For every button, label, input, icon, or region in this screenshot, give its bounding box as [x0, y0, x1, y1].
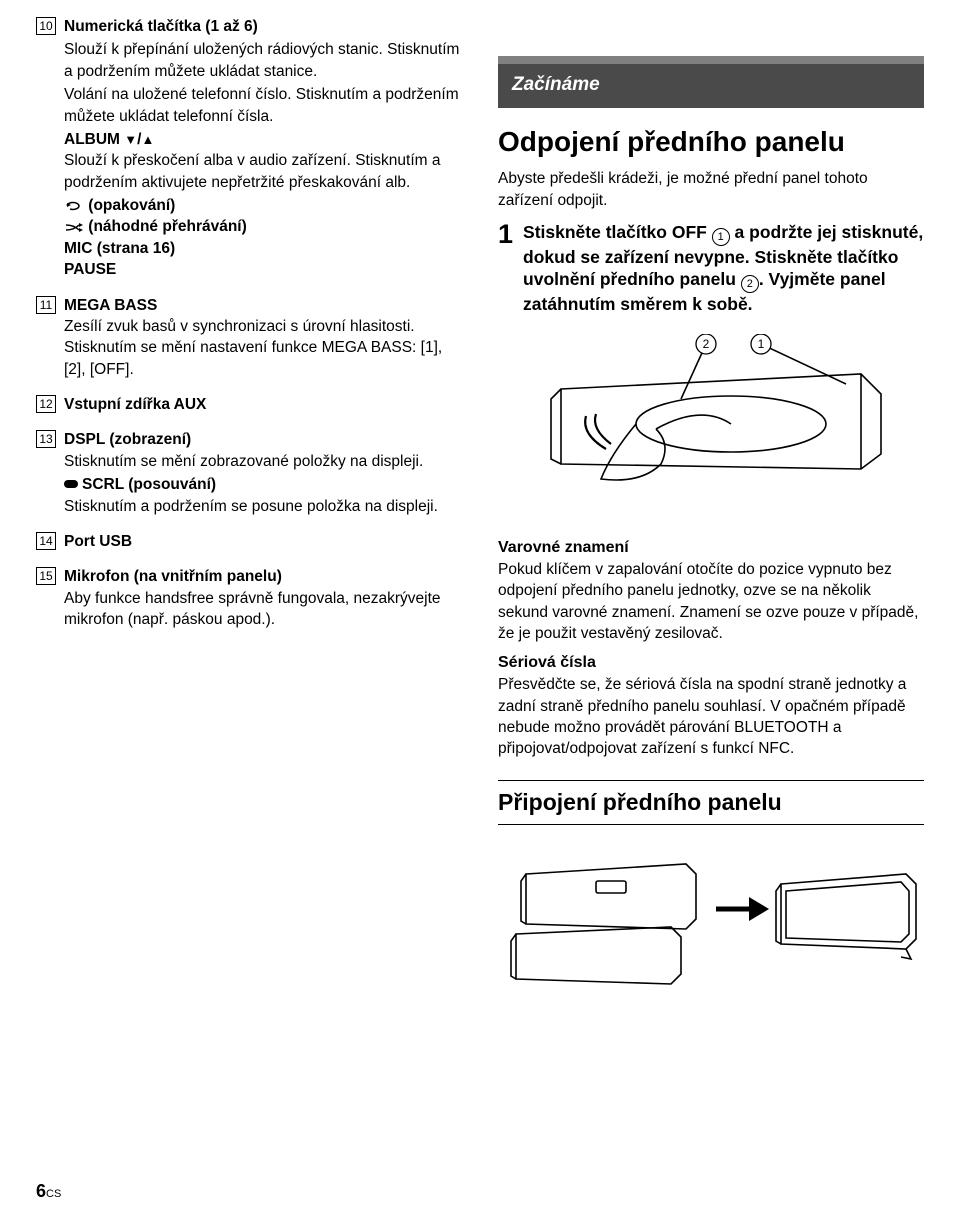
callout-2: 2 — [741, 275, 759, 293]
entry-10: 10 Numerická tlačítka (1 až 6) Slouží k … — [36, 16, 462, 281]
attach-diagram — [498, 839, 924, 999]
entry-13-scrl-desc: Stisknutím a podržením se posune položka… — [64, 496, 462, 517]
refnum-14: 14 — [36, 532, 56, 550]
entry-10-repeat: (opakování) — [64, 195, 462, 216]
page-number: 6CS — [36, 1181, 61, 1202]
entry-14-title: Port USB — [64, 533, 132, 550]
refnum-10: 10 — [36, 17, 56, 35]
serial-heading: Sériová čísla — [498, 654, 924, 672]
heading-attach: Připojení předního panelu — [498, 780, 924, 825]
entry-10-shuffle: (náhodné přehrávání) — [64, 216, 462, 237]
step-text: Stiskněte tlačítko OFF 1 a podržte jej s… — [523, 221, 924, 316]
entry-11: 11 MEGA BASS Zesílí zvuk basů v synchron… — [36, 295, 462, 381]
entry-10-title: Numerická tlačítka (1 až 6) — [64, 18, 258, 35]
entry-15-desc: Aby funkce handsfree správně fungovala, … — [64, 588, 462, 631]
entry-10-p2: Volání na uložené telefonní číslo. Stisk… — [64, 84, 462, 127]
step-1: 1 Stiskněte tlačítko OFF 1 a podržte jej… — [498, 221, 924, 316]
entry-13-title: DSPL (zobrazení) — [64, 431, 191, 448]
serial-text: Přesvědčte se, že sériová čísla na spodn… — [498, 674, 924, 760]
entry-13: 13 DSPL (zobrazení) Stisknutím se mění z… — [36, 429, 462, 517]
refnum-15: 15 — [36, 567, 56, 585]
entry-10-album-desc: Slouží k přeskočení alba v audio zařízen… — [64, 150, 462, 193]
entry-10-p1: Slouží k přepínání uložených rádiových s… — [64, 39, 462, 82]
diagram-callout-2: 2 — [703, 337, 710, 351]
entry-10-pause: PAUSE — [64, 259, 462, 280]
entry-11-title: MEGA BASS — [64, 297, 157, 314]
entry-10-album: ALBUM ▼/▲ — [64, 129, 462, 150]
detach-diagram: 2 1 — [498, 334, 924, 504]
entry-13-scrl: SCRL (posouvání) — [64, 474, 462, 495]
entry-14: 14 Port USB — [36, 531, 462, 552]
section-tab: Začínáme — [498, 56, 924, 108]
warning-heading: Varovné znamení — [498, 539, 924, 557]
heading-detach: Odpojení předního panelu — [498, 126, 924, 158]
diagram-callout-1: 1 — [758, 337, 765, 351]
entry-10-mic: MIC (strana 16) — [64, 238, 462, 259]
entry-11-desc: Zesílí zvuk basů v synchronizaci s úrovn… — [64, 316, 462, 380]
refnum-13: 13 — [36, 430, 56, 448]
intro-text: Abyste předešli krádeži, je možné přední… — [498, 168, 924, 211]
step-number: 1 — [498, 221, 513, 316]
entry-15: 15 Mikrofon (na vnitřním panelu) Aby fun… — [36, 566, 462, 630]
entry-13-desc: Stisknutím se mění zobrazované položky n… — [64, 451, 462, 472]
right-column: Začínáme Odpojení předního panelu Abyste… — [498, 16, 924, 1004]
left-column: 10 Numerická tlačítka (1 až 6) Slouží k … — [36, 16, 462, 1004]
scrl-bullet-icon — [64, 480, 78, 488]
entry-15-title: Mikrofon (na vnitřním panelu) — [64, 568, 282, 585]
refnum-11: 11 — [36, 296, 56, 314]
shuffle-icon — [64, 221, 84, 234]
entry-12-title: Vstupní zdířka AUX — [64, 396, 206, 413]
warning-text: Pokud klíčem v zapalování otočíte do poz… — [498, 559, 924, 645]
entry-12: 12 Vstupní zdířka AUX — [36, 394, 462, 415]
repeat-icon — [64, 199, 84, 212]
callout-1: 1 — [712, 228, 730, 246]
refnum-12: 12 — [36, 395, 56, 413]
